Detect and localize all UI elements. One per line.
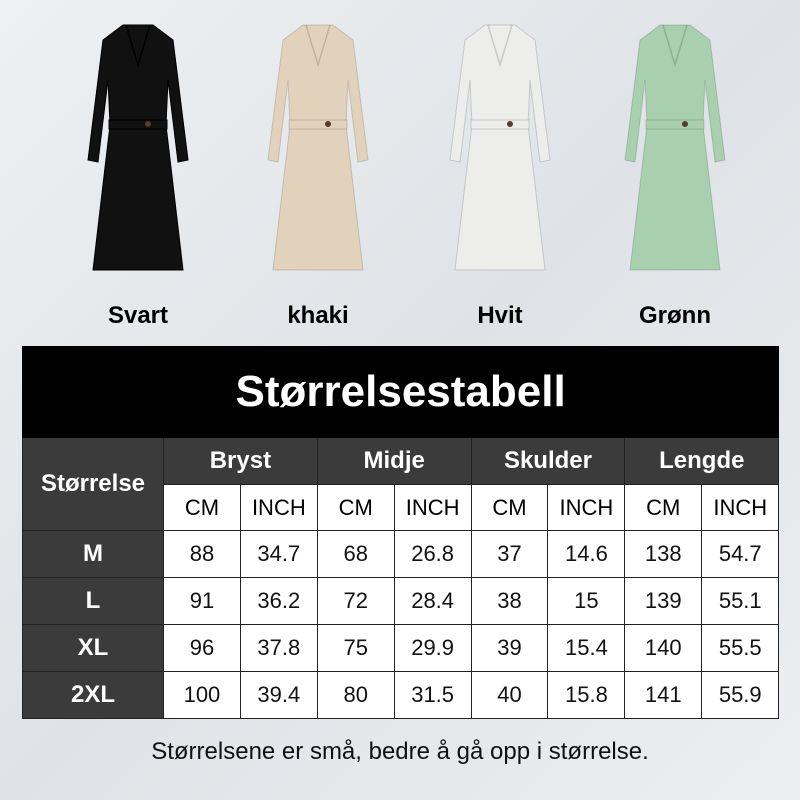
value-cell: 91 xyxy=(163,577,241,625)
table-row: L 91 36.2 72 28.4 38 15 139 55.1 xyxy=(22,577,780,625)
color-label: khaki xyxy=(287,302,349,329)
size-table: Størrelsestabell Størrelse Bryst Midje S… xyxy=(21,346,780,719)
value-cell: 54.7 xyxy=(701,530,780,578)
value-cell: 37 xyxy=(470,530,549,578)
dress-image xyxy=(449,24,551,271)
value-cell: 14.6 xyxy=(547,530,626,578)
dress-image xyxy=(624,24,726,271)
value-cell: 55.5 xyxy=(701,624,780,672)
value-cell: 141 xyxy=(624,671,703,719)
size-cell: L xyxy=(22,577,164,625)
unit-header: CM xyxy=(163,484,241,531)
table-title: Størrelsestabell xyxy=(21,346,780,438)
value-cell: 39.4 xyxy=(239,671,318,719)
value-cell: 68 xyxy=(316,530,395,578)
value-cell: 55.1 xyxy=(701,577,780,625)
value-cell: 55.9 xyxy=(701,671,780,719)
color-label: Hvit xyxy=(477,302,523,329)
table-row: M 88 34.7 68 26.8 37 14.6 138 54.7 xyxy=(22,530,780,578)
unit-header: CM xyxy=(470,484,549,531)
unit-header: INCH xyxy=(239,484,318,531)
unit-header: INCH xyxy=(701,484,780,531)
size-cell: M xyxy=(22,530,164,578)
value-cell: 100 xyxy=(163,671,241,719)
value-cell: 29.9 xyxy=(393,624,472,672)
unit-header: CM xyxy=(316,484,395,531)
value-cell: 26.8 xyxy=(393,530,472,578)
value-cell: 80 xyxy=(316,671,395,719)
value-cell: 31.5 xyxy=(393,671,472,719)
unit-header: CM xyxy=(624,484,703,531)
size-note: Størrelsene er små, bedre å gå opp i stø… xyxy=(151,738,649,765)
group-header: Lengde xyxy=(624,437,780,485)
value-cell: 138 xyxy=(624,530,703,578)
color-label: Svart xyxy=(107,302,169,329)
value-cell: 72 xyxy=(316,577,395,625)
group-header: Skulder xyxy=(470,437,626,485)
color-label: Grønn xyxy=(639,302,711,329)
unit-header: INCH xyxy=(547,484,626,531)
value-cell: 39 xyxy=(470,624,549,672)
size-cell: XL xyxy=(22,624,164,672)
value-cell: 38 xyxy=(470,577,549,625)
group-header: Bryst xyxy=(163,437,318,485)
value-cell: 36.2 xyxy=(239,577,318,625)
value-cell: 15.8 xyxy=(547,671,626,719)
value-cell: 37.8 xyxy=(239,624,318,672)
value-cell: 88 xyxy=(163,530,241,578)
value-cell: 75 xyxy=(316,624,395,672)
value-cell: 139 xyxy=(624,577,703,625)
dress-image xyxy=(267,24,369,271)
value-cell: 15 xyxy=(547,577,626,625)
table-row: XL 96 37.8 75 29.9 39 15.4 140 55.5 xyxy=(22,624,780,672)
value-cell: 15.4 xyxy=(547,624,626,672)
value-cell: 28.4 xyxy=(393,577,472,625)
dress-image xyxy=(87,24,189,271)
table-row: 2XL 100 39.4 80 31.5 40 15.8 141 55.9 xyxy=(22,671,780,719)
size-header: Størrelse xyxy=(22,437,164,531)
value-cell: 34.7 xyxy=(239,530,318,578)
group-header: Midje xyxy=(316,437,472,485)
value-cell: 40 xyxy=(470,671,549,719)
size-cell: 2XL xyxy=(22,671,164,719)
value-cell: 140 xyxy=(624,624,703,672)
unit-header: INCH xyxy=(393,484,472,531)
value-cell: 96 xyxy=(163,624,241,672)
